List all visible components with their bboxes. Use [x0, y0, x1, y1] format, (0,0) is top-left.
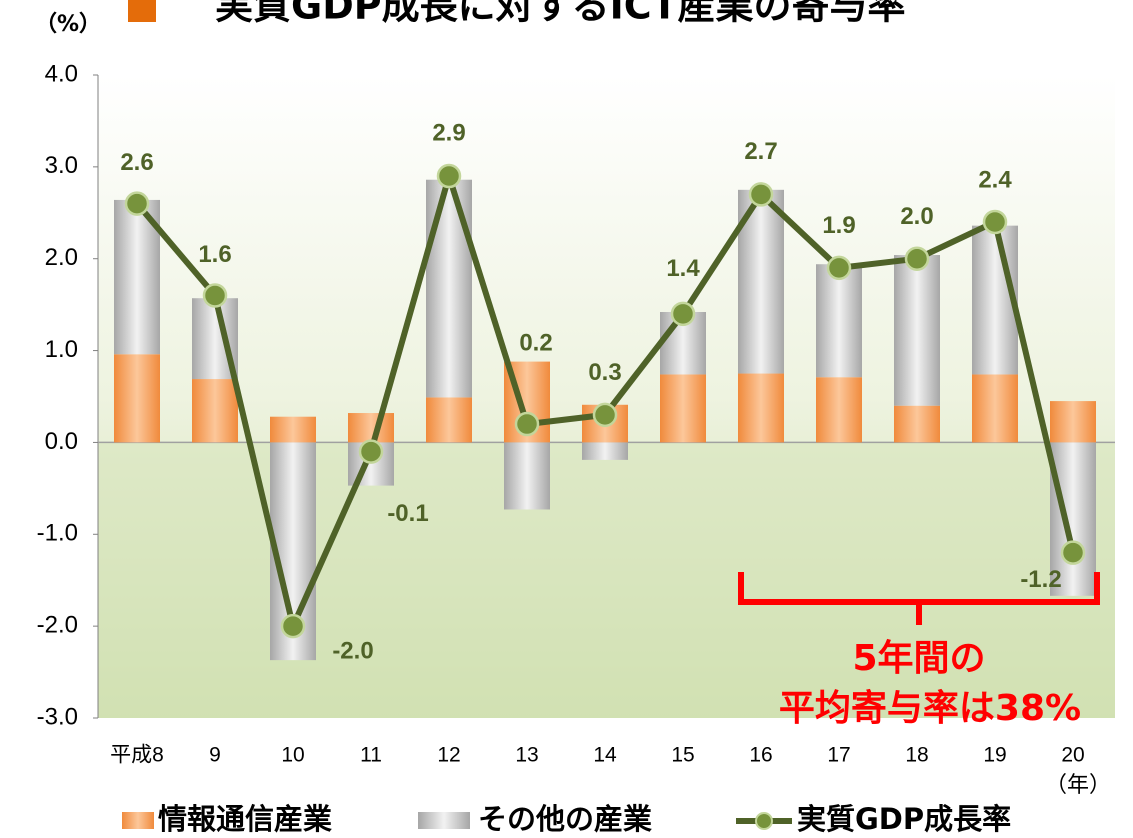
- marker: [904, 246, 930, 271]
- legend-marker: [755, 812, 773, 830]
- data-label: -2.0: [332, 637, 373, 664]
- marker: [202, 283, 228, 308]
- legend-label: 情報通信産業: [158, 802, 332, 836]
- bar: [504, 442, 550, 510]
- title-icon: [128, 0, 156, 22]
- y-tick-label: 0.0: [45, 428, 78, 455]
- x-tick-label: 17: [827, 744, 850, 767]
- data-label: 2.7: [744, 138, 777, 165]
- bar: [972, 225, 1018, 375]
- bar: [816, 377, 862, 443]
- bar: [192, 379, 238, 443]
- bar: [738, 373, 784, 443]
- bar: [894, 255, 940, 406]
- bar: [660, 374, 706, 443]
- legend-swatch: [418, 812, 470, 829]
- bar: [426, 179, 472, 398]
- x-unit: （年）: [1045, 773, 1111, 798]
- negative-region: [98, 442, 1115, 718]
- bar: [270, 416, 316, 443]
- x-tick-label: 14: [593, 744, 617, 767]
- x-tick-label: 13: [515, 744, 538, 767]
- bar: [582, 442, 628, 460]
- data-label: 1.9: [822, 212, 855, 239]
- x-tick-label: 平成8: [110, 744, 164, 767]
- marker: [280, 613, 306, 639]
- bar: [894, 405, 940, 443]
- x-tick-label: 20: [1061, 744, 1084, 767]
- data-label: 2.0: [900, 203, 933, 230]
- bar: [972, 374, 1018, 443]
- bar: [426, 397, 472, 443]
- bar: [1050, 401, 1096, 443]
- x-tick-label: 9: [209, 744, 221, 767]
- data-label: -0.1: [387, 500, 428, 527]
- data-label: 1.4: [666, 255, 700, 282]
- x-tick-label: 10: [281, 744, 304, 767]
- chart-title: 実質GDP成長に対するICT産業の寄与率: [215, 0, 906, 28]
- marker: [748, 182, 774, 207]
- data-label: 0.2: [519, 329, 552, 356]
- y-tick-label: -1.0: [37, 520, 78, 547]
- bar: [114, 354, 160, 443]
- annotation: 平均寄与率は38%: [779, 688, 1081, 729]
- legend-swatch: [122, 812, 154, 829]
- y-unit: （%）: [35, 12, 101, 37]
- legend-label: 実質GDP成長率: [797, 802, 1011, 836]
- marker: [124, 191, 150, 216]
- data-label: 2.6: [120, 149, 153, 176]
- legend-label: その他の産業: [478, 802, 652, 836]
- data-label: 2.9: [432, 119, 465, 146]
- marker: [826, 255, 852, 281]
- y-tick-label: -3.0: [37, 703, 78, 730]
- y-tick-label: 3.0: [45, 152, 78, 179]
- marker: [358, 439, 384, 464]
- x-tick-label: 11: [360, 744, 382, 767]
- marker: [514, 411, 540, 437]
- marker: [436, 163, 462, 189]
- data-label: 0.3: [588, 359, 621, 386]
- x-tick-label: 16: [749, 744, 772, 767]
- y-tick-label: 2.0: [45, 244, 78, 271]
- marker: [670, 301, 696, 327]
- annotation: 5年間の: [852, 638, 985, 679]
- marker: [1060, 540, 1086, 565]
- y-tick-label: 1.0: [45, 336, 78, 363]
- y-tick-label: 4.0: [45, 60, 78, 87]
- data-label: 1.6: [198, 241, 231, 268]
- bracket: [738, 572, 1100, 625]
- bar: [348, 413, 394, 443]
- marker: [982, 209, 1008, 235]
- marker: [592, 402, 618, 428]
- x-tick-label: 19: [983, 744, 1006, 767]
- x-tick-label: 12: [437, 744, 460, 767]
- bar: [1050, 442, 1096, 596]
- y-tick-label: -2.0: [37, 611, 78, 638]
- x-tick-label: 18: [905, 744, 928, 767]
- data-label: -1.2: [1020, 566, 1061, 593]
- x-tick-label: 15: [671, 744, 694, 767]
- bar: [816, 264, 862, 378]
- data-label: 2.4: [978, 166, 1012, 193]
